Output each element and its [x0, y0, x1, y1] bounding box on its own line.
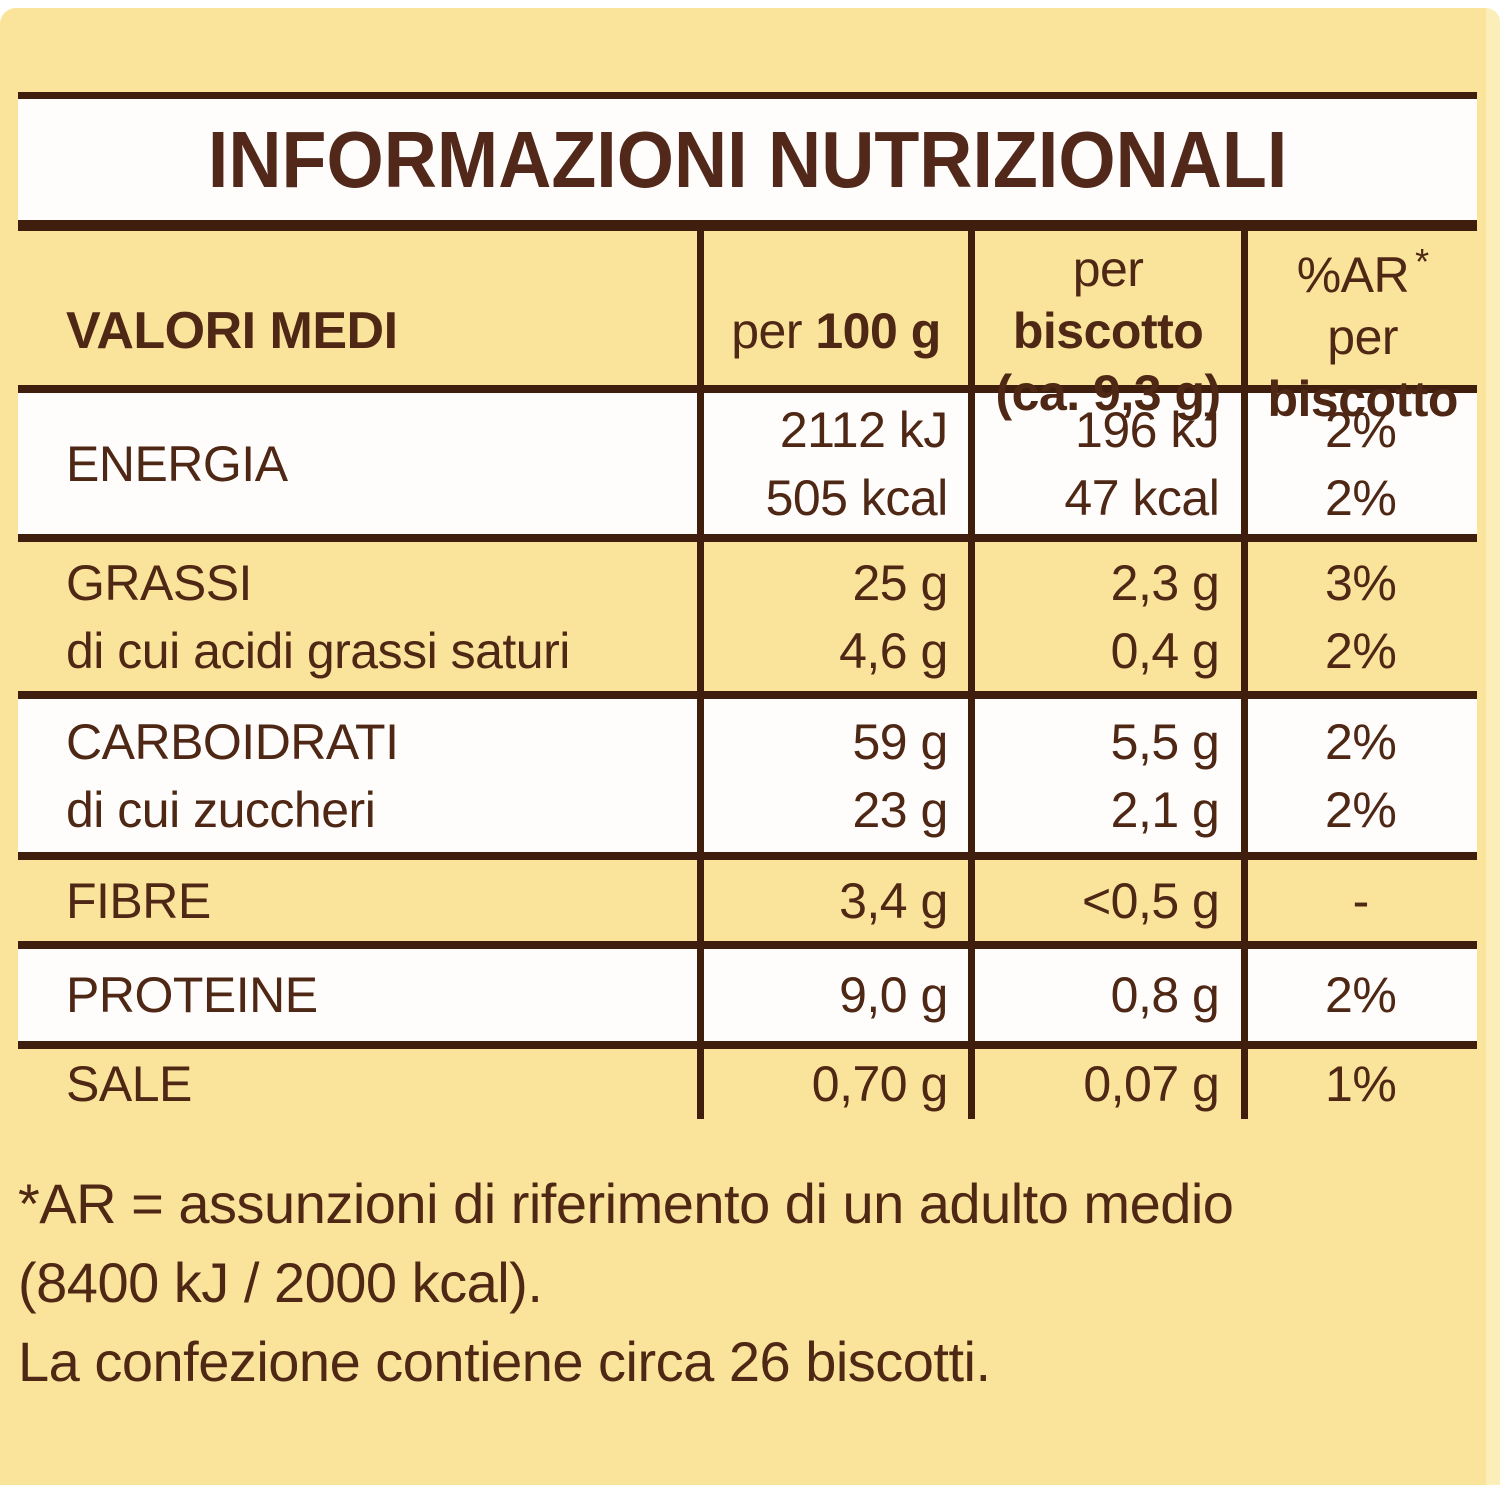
- energia-label-cell: ENERGIA: [18, 393, 697, 534]
- value: -: [1352, 872, 1370, 929]
- proteine-per100-cell: 9,0 g: [697, 949, 968, 1041]
- header-percent-ar: %AR * per biscotto: [1241, 231, 1477, 430]
- value: 2%: [1325, 713, 1397, 770]
- header-per-100g-pre: per: [731, 302, 802, 359]
- value: 0,8 g: [1110, 967, 1220, 1023]
- energia-perbiscotto-cell: 196 kJ 47 kcal: [967, 393, 1242, 534]
- header-percent-ar-label: %AR: [1296, 247, 1410, 303]
- header-per-biscotto-bold: biscotto: [1012, 302, 1204, 359]
- value: 2%: [1325, 622, 1397, 679]
- carboidrati-perbiscotto-cell: 5,5 g 2,1 g: [967, 699, 1242, 852]
- value: 2112 kJ: [779, 401, 948, 458]
- value: 1%: [1325, 1056, 1397, 1112]
- sheet-edge-highlight: [1486, 8, 1500, 1485]
- value: 2%: [1325, 469, 1397, 526]
- row-label: FIBRE: [66, 872, 211, 929]
- grassi-perbiscotto-cell: 2,3 g 0,4 g: [967, 542, 1242, 691]
- header-per-biscotto-weight: (ca. 9,3 g): [995, 364, 1222, 421]
- value: 47 kcal: [1064, 469, 1220, 526]
- value: 2,1 g: [1110, 781, 1220, 838]
- carboidrati-per100-cell: 59 g 23 g: [697, 699, 968, 852]
- header-valori-medi: VALORI MEDI: [18, 231, 697, 430]
- value: 2%: [1325, 967, 1397, 1023]
- header-percent-ar-line1: %AR *: [1252, 231, 1473, 306]
- footnote: *AR = assunzioni di riferimento di un ad…: [18, 1164, 1478, 1401]
- row-sublabel: di cui acidi grassi saturi: [66, 622, 570, 679]
- carboidrati-label-cell: CARBOIDRATI di cui zuccheri: [18, 699, 697, 852]
- footnote-pack-count: La confezione contiene circa 26 biscotti…: [18, 1330, 991, 1393]
- value: 23 g: [852, 781, 948, 838]
- table-row-sale: SALE 0,70 g 0,07 g 1%: [18, 1049, 1477, 1119]
- sale-ar-cell: 1%: [1241, 1049, 1477, 1119]
- value: 505 kcal: [765, 469, 949, 526]
- row-label: PROTEINE: [66, 967, 318, 1023]
- value: 196 kJ: [1075, 401, 1220, 458]
- carboidrati-ar-cell: 2% 2%: [1241, 699, 1477, 852]
- value: 2%: [1325, 401, 1397, 458]
- proteine-perbiscotto-cell: 0,8 g: [967, 949, 1242, 1041]
- sale-perbiscotto-cell: 0,07 g: [967, 1049, 1242, 1119]
- value: 59 g: [852, 713, 948, 770]
- value: 2,3 g: [1110, 554, 1220, 611]
- table-row-energia: ENERGIA 2112 kJ 505 kcal 196 kJ 47 kcal …: [18, 393, 1477, 542]
- header-percent-ar-pre: per: [1327, 309, 1399, 365]
- row-label: GRASSI: [66, 554, 252, 611]
- fibre-label-cell: FIBRE: [18, 860, 697, 941]
- value: 0,07 g: [1083, 1056, 1220, 1112]
- table-row-fibre: FIBRE 3,4 g <0,5 g -: [18, 860, 1477, 949]
- proteine-label-cell: PROTEINE: [18, 949, 697, 1041]
- sale-label-cell: SALE: [18, 1049, 697, 1119]
- header-per-100g-bold: 100 g: [815, 302, 941, 359]
- header-per-biscotto-line1: per biscotto: [979, 238, 1238, 362]
- page-title: INFORMAZIONI NUTRIZIONALI: [207, 114, 1288, 204]
- footnote-ar-definition: *AR = assunzioni di riferimento di un ad…: [18, 1172, 1234, 1235]
- row-label: SALE: [66, 1056, 192, 1112]
- value: 3,4 g: [839, 872, 948, 929]
- value: 0,4 g: [1110, 622, 1220, 679]
- fibre-perbiscotto-cell: <0,5 g: [967, 860, 1242, 941]
- header-per-biscotto: per biscotto (ca. 9,3 g): [967, 231, 1242, 430]
- header-per-100g: per 100 g: [697, 231, 968, 430]
- value: 25 g: [852, 554, 948, 611]
- row-label: CARBOIDRATI: [66, 713, 399, 770]
- header-per-100g-line: per 100 g: [708, 300, 964, 362]
- value: 3%: [1325, 554, 1397, 611]
- fibre-per100-cell: 3,4 g: [697, 860, 968, 941]
- grassi-per100-cell: 25 g 4,6 g: [697, 542, 968, 691]
- header-per-biscotto-pre: per: [1072, 240, 1144, 297]
- grassi-label-cell: GRASSI di cui acidi grassi saturi: [18, 542, 697, 691]
- table-row-carboidrati: CARBOIDRATI di cui zuccheri 59 g 23 g 5,…: [18, 699, 1477, 860]
- fibre-ar-cell: -: [1241, 860, 1477, 941]
- value: 0,70 g: [811, 1056, 949, 1112]
- energia-per100-cell: 2112 kJ 505 kcal: [697, 393, 968, 534]
- header-percent-ar-bold: biscotto: [1267, 371, 1458, 427]
- row-sublabel: di cui zuccheri: [66, 781, 376, 838]
- header-valori-medi-label: VALORI MEDI: [66, 301, 398, 360]
- table-header-row: VALORI MEDI per 100 g per biscotto (ca. …: [18, 231, 1477, 430]
- sale-per100-cell: 0,70 g: [697, 1049, 968, 1119]
- row-label: ENERGIA: [66, 435, 288, 492]
- value: 5,5 g: [1110, 713, 1220, 770]
- footnote-reference-intake: (8400 kJ / 2000 kcal).: [18, 1251, 543, 1314]
- asterisk-icon: *: [1415, 241, 1429, 282]
- value: 4,6 g: [839, 622, 948, 679]
- table-row-grassi: GRASSI di cui acidi grassi saturi 25 g 4…: [18, 542, 1477, 699]
- value: <0,5 g: [1081, 872, 1220, 929]
- value: 9,0 g: [839, 967, 948, 1023]
- nutrition-table: INFORMAZIONI NUTRIZIONALI VALORI MEDI pe…: [18, 92, 1477, 1119]
- grassi-ar-cell: 3% 2%: [1241, 542, 1477, 691]
- header-percent-ar-line2: per biscotto: [1252, 306, 1473, 430]
- title-band: INFORMAZIONI NUTRIZIONALI: [18, 92, 1477, 231]
- energia-ar-cell: 2% 2%: [1241, 393, 1477, 534]
- table-row-proteine: PROTEINE 9,0 g 0,8 g 2%: [18, 949, 1477, 1049]
- proteine-ar-cell: 2%: [1241, 949, 1477, 1041]
- value: 2%: [1325, 781, 1397, 838]
